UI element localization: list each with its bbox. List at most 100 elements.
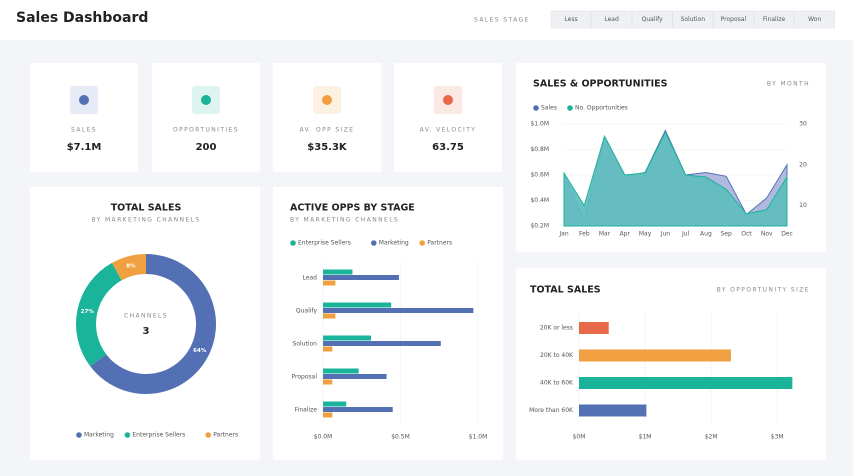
stage-label[interactable]: Won — [808, 16, 821, 23]
bar — [323, 346, 333, 352]
filter-label: SALES STAGE — [474, 17, 530, 24]
y-tick-label: 40K to 60K — [540, 380, 574, 387]
chart-subtitle: BY MONTH — [767, 81, 810, 88]
bar — [323, 308, 474, 313]
bar — [579, 377, 793, 389]
card — [30, 63, 138, 172]
stage-label[interactable]: Finalize — [763, 16, 786, 23]
chart-title: TOTAL SALES — [111, 203, 182, 214]
chart-subtitle: BY OPPORTUNITY SIZE — [717, 287, 810, 294]
stage-label[interactable]: Proposal — [721, 16, 747, 23]
donut-segment — [90, 254, 216, 395]
x-tick-label: Feb — [579, 231, 590, 238]
y-tick-label: Solution — [293, 341, 318, 348]
bar — [323, 269, 353, 275]
bar — [323, 407, 393, 412]
stage-button — [591, 10, 632, 29]
y-tick-label: Qualify — [296, 308, 318, 315]
y-tick-label: Proposal — [292, 374, 318, 381]
kpi-value: $7.1M — [67, 142, 102, 153]
y2-tick-label: 30 — [799, 121, 807, 128]
chart-title: SALES & OPPORTUNITIES — [533, 79, 668, 90]
x-tick-label: $1M — [639, 434, 652, 441]
stage-label[interactable]: Lead — [604, 16, 619, 23]
center-label: CHANNELS — [124, 313, 168, 320]
kpi-label: AV. VELOCITY — [420, 127, 477, 134]
legend-swatch — [124, 432, 131, 438]
x-tick-label: Jun — [660, 231, 671, 238]
area — [563, 131, 788, 227]
card — [30, 187, 260, 460]
card — [516, 268, 826, 460]
stage-label[interactable]: Less — [564, 16, 577, 23]
card — [152, 63, 260, 172]
stage-button — [631, 10, 673, 29]
donut-segment — [76, 262, 122, 367]
x-tick-label: Sep — [721, 231, 733, 238]
legend-label: Enterprise Sellers — [298, 240, 351, 247]
legend-label: No. Opportunities — [575, 105, 628, 112]
x-tick-label: Dec — [781, 231, 793, 238]
x-tick-label: $2M — [705, 434, 718, 441]
legend-label: Partners — [427, 240, 452, 247]
y-tick-label: More than 60K — [529, 407, 574, 414]
bar — [579, 322, 609, 334]
stage-label[interactable]: Qualify — [642, 16, 664, 23]
stage-button — [550, 10, 592, 29]
y2-tick-label: 10 — [799, 202, 807, 209]
bar — [323, 335, 372, 341]
x-tick-label: $1.0M — [469, 434, 488, 441]
x-tick-label: $0.5M — [391, 434, 410, 441]
bar — [323, 341, 441, 346]
y-tick-label: Lead — [303, 275, 318, 282]
bar — [579, 404, 647, 417]
bar — [323, 379, 333, 385]
x-tick-label: Jan — [558, 231, 568, 238]
card — [273, 187, 503, 460]
y-tick-label: Finalize — [295, 407, 318, 414]
y-tick-label: $0.6M — [530, 172, 549, 179]
kpi-value: $35.3K — [307, 142, 348, 153]
legend-swatch — [205, 432, 211, 438]
donut-segment — [111, 254, 146, 281]
stage-button — [672, 10, 714, 29]
bar — [323, 374, 387, 379]
center-value: 3 — [143, 326, 150, 337]
kpi-icon — [322, 95, 332, 105]
y-tick-label: $0.8M — [530, 146, 549, 153]
x-tick-label: Jul — [681, 231, 690, 238]
legend-label: Sales — [541, 105, 557, 112]
legend-label: Marketing — [84, 432, 114, 439]
bar — [579, 349, 731, 362]
bar — [323, 302, 392, 308]
x-tick-label: Aug — [700, 231, 712, 238]
card — [394, 63, 502, 172]
legend-swatch — [290, 240, 296, 246]
stage-button — [753, 10, 795, 29]
kpi-value: 63.75 — [432, 142, 464, 153]
x-tick-label: Nov — [761, 231, 773, 238]
x-tick-label: $0M — [573, 434, 586, 441]
legend-label: Marketing — [379, 240, 409, 247]
chart-subtitle: BY MARKETING CHANNELS — [290, 217, 399, 224]
legend-swatch — [371, 240, 377, 246]
bar — [323, 401, 347, 407]
x-tick-label: Mar — [599, 231, 611, 238]
x-tick-label: $0.0M — [314, 434, 333, 441]
kpi-icon — [79, 95, 89, 105]
bar — [323, 280, 336, 286]
legend-label: Partners — [213, 432, 238, 439]
card — [273, 63, 381, 172]
page-title: Sales Dashboard — [16, 10, 148, 26]
stage-button — [713, 10, 754, 29]
stage-label[interactable]: Solution — [681, 16, 706, 23]
legend-swatch — [76, 432, 82, 438]
y-tick-label: $0.2M — [530, 223, 549, 230]
x-tick-label: $3M — [771, 434, 784, 441]
x-tick-label: Apr — [620, 231, 631, 238]
kpi-label: OPPORTUNITIES — [173, 127, 239, 134]
legend-swatch — [567, 105, 573, 111]
kpi-icon — [201, 95, 211, 105]
legend-swatch — [419, 240, 426, 246]
